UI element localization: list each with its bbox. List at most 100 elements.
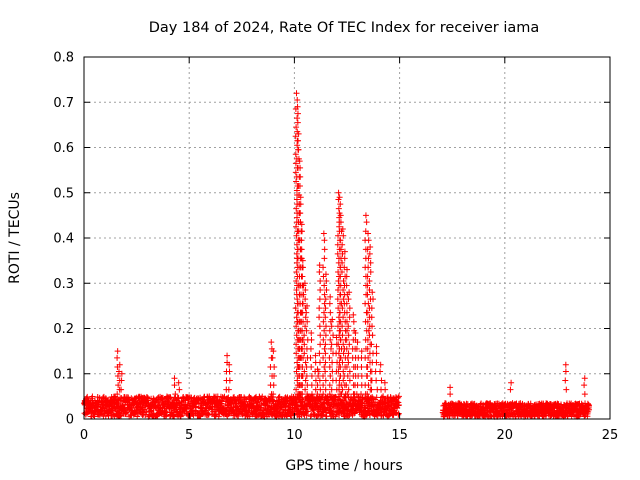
data-point: [302, 323, 309, 330]
data-point: [343, 363, 350, 370]
data-point: [224, 352, 231, 359]
data-point: [295, 146, 302, 153]
data-point: [328, 323, 335, 330]
data-point: [368, 314, 375, 321]
data-point: [293, 90, 300, 97]
data-point: [366, 250, 373, 257]
grid-lines: [84, 57, 610, 419]
data-point: [364, 363, 371, 370]
data-point: [271, 363, 278, 370]
chart-title: Day 184 of 2024, Rate Of TEC Index for r…: [149, 20, 540, 36]
data-point: [343, 318, 350, 325]
axis-ticks: 0 5 10 15 20 25 0 0.1 0.2 0.3 0.4 0.5 0.6 0.7 0.8: [53, 51, 618, 444]
data-point: [365, 264, 372, 271]
data-point: [226, 377, 233, 384]
data-point: [321, 363, 328, 370]
data-point: [337, 246, 344, 253]
data-point: [365, 255, 372, 262]
y-tick-label: 0.1: [53, 367, 74, 382]
data-point: [507, 386, 514, 393]
data-point: [364, 318, 371, 325]
data-point: [380, 393, 387, 400]
data-point: [344, 391, 351, 398]
data-point: [327, 373, 334, 380]
data-point: [308, 363, 315, 370]
data-point: [322, 386, 329, 393]
data-point: [326, 300, 333, 307]
data-point: [297, 173, 304, 180]
data-point: [302, 287, 309, 294]
data-point: [527, 400, 534, 407]
y-tick-label: 0.5: [53, 186, 74, 201]
data-point: [321, 345, 328, 352]
data-point: [320, 391, 327, 398]
data-point: [326, 363, 333, 370]
data-point: [365, 230, 372, 237]
data-point: [302, 359, 309, 366]
data-point: [321, 309, 328, 316]
data-point: [326, 327, 333, 334]
data-point: [345, 296, 352, 303]
data-point: [346, 305, 353, 312]
data-point: [293, 350, 300, 357]
data-point: [294, 115, 301, 122]
data-point: [322, 305, 329, 312]
data-point: [317, 359, 324, 366]
data-point: [345, 332, 352, 339]
data-point: [115, 382, 122, 389]
data-point: [271, 373, 278, 380]
data-point: [226, 361, 233, 368]
data-point: [316, 350, 323, 357]
data-point: [284, 413, 291, 420]
data-point: [343, 282, 350, 289]
data-point: [317, 332, 324, 339]
data-point: [322, 314, 329, 321]
data-point: [365, 300, 372, 307]
data-point: [322, 377, 329, 384]
data-point: [364, 273, 371, 280]
data-point: [368, 386, 375, 393]
data-point: [322, 323, 329, 330]
data-point: [292, 305, 299, 312]
x-tick-label: 15: [391, 428, 408, 443]
data-point: [218, 400, 225, 407]
data-point: [299, 300, 306, 307]
data-point: [327, 345, 334, 352]
data-point: [327, 309, 334, 316]
data-point: [340, 232, 347, 239]
data-point: [328, 386, 335, 393]
data-point: [365, 237, 372, 244]
data-point: [330, 332, 337, 339]
data-point: [294, 119, 301, 126]
data-point: [300, 264, 307, 271]
data-point: [335, 287, 342, 294]
data-point: [335, 277, 342, 284]
data-point: [327, 293, 334, 300]
data-point: [301, 332, 308, 339]
data-point: [225, 386, 232, 393]
data-point: [297, 210, 304, 217]
data-point: [447, 391, 454, 398]
data-point: [335, 189, 342, 196]
data-point: [346, 341, 353, 348]
data-point: [293, 241, 300, 248]
data-point: [378, 377, 385, 384]
data-point: [299, 257, 306, 264]
data-point: [303, 327, 310, 334]
data-point: [338, 268, 345, 275]
data-point: [298, 221, 305, 228]
data-point: [114, 354, 121, 361]
data-point: [297, 201, 304, 208]
data-point: [298, 228, 305, 235]
data-point: [377, 361, 384, 368]
data-point: [343, 336, 350, 343]
data-point: [242, 395, 249, 402]
data-point: [508, 379, 515, 386]
data-point: [122, 410, 129, 417]
data-point: [295, 130, 302, 137]
data-point: [299, 273, 306, 280]
data-point: [314, 400, 321, 407]
data-point: [308, 373, 315, 380]
x-axis-label: GPS time / hours: [285, 458, 402, 474]
data-point: [293, 386, 300, 393]
